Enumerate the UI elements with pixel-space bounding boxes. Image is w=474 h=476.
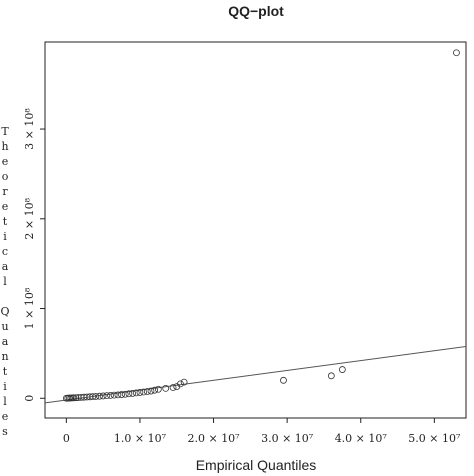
point: [140, 388, 148, 396]
x-tick-label: 1.0 × 10⁷: [114, 432, 167, 445]
point: [125, 390, 133, 398]
y-axis-label: Theoretical Quantiles: [0, 125, 12, 440]
point: [72, 394, 80, 402]
point: [169, 384, 177, 391]
point: [180, 378, 188, 386]
y-tick-label: 0: [23, 395, 36, 402]
x-axis-label: Empirical Quantiles: [196, 457, 317, 473]
point: [147, 387, 155, 395]
y-tick-label: 3 × 10⁸: [23, 108, 36, 150]
point: [136, 389, 144, 396]
point: [338, 366, 346, 373]
point: [177, 380, 184, 388]
y-tick-label: 1 × 10⁸: [23, 287, 36, 329]
point: [453, 49, 460, 57]
point: [99, 392, 107, 400]
point: [151, 386, 159, 394]
point: [143, 388, 151, 395]
point: [110, 391, 118, 399]
point: [129, 390, 136, 397]
point: [154, 385, 162, 393]
point: [114, 391, 122, 399]
reference-line: [45, 345, 466, 404]
point: [96, 392, 103, 400]
x-tick-label: 0: [63, 432, 70, 445]
point: [70, 394, 78, 402]
point: [132, 389, 140, 397]
point: [280, 376, 287, 384]
point: [107, 391, 114, 399]
point: [121, 390, 129, 398]
x-tick-label: 5.0 × 10⁷: [408, 432, 461, 445]
plot-frame: [44, 41, 467, 419]
x-tick-label: 4.0 × 10⁷: [335, 432, 388, 445]
point: [162, 384, 170, 392]
y-tick-label: 2 × 10⁸: [23, 197, 36, 239]
x-tick-label: 3.0 × 10⁷: [261, 432, 314, 445]
point: [118, 391, 125, 398]
chart-title: QQ−plot: [228, 3, 284, 19]
point: [103, 392, 111, 400]
point: [327, 372, 335, 380]
point: [89, 393, 97, 401]
x-tick-label: 2.0 × 10⁷: [187, 432, 240, 445]
point: [92, 393, 100, 400]
